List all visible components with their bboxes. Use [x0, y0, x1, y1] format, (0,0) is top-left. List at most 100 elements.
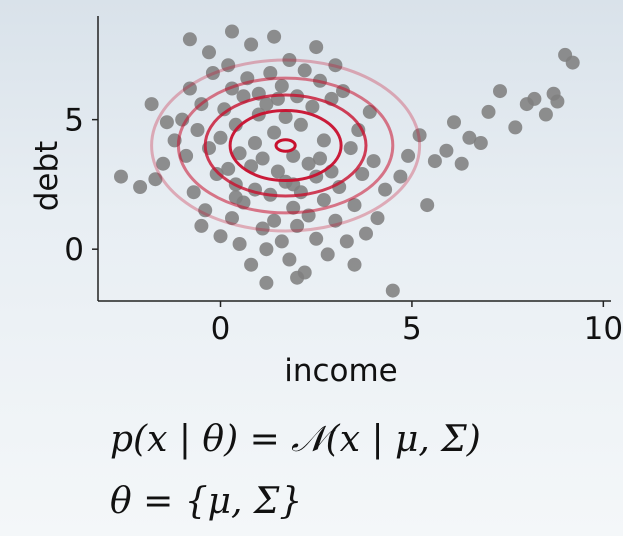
data-point — [259, 275, 274, 290]
data-point — [244, 257, 259, 272]
axes: 0 5 10 0 5 — [64, 16, 623, 347]
formula-likelihood: p(x | θ) = 𝒩(x | μ, Σ) — [110, 419, 481, 460]
data-point — [316, 193, 331, 207]
data-point — [190, 123, 205, 137]
density-contour — [228, 109, 343, 182]
data-point — [290, 218, 305, 233]
data-point — [267, 29, 282, 44]
data-point — [182, 81, 197, 96]
data-point — [347, 257, 362, 272]
data-point — [347, 198, 362, 213]
data-point — [447, 115, 461, 130]
data-point — [221, 58, 236, 73]
data-point — [385, 283, 400, 298]
data-point — [213, 130, 228, 145]
data-point — [328, 58, 343, 73]
data-point — [420, 198, 435, 213]
data-point — [182, 32, 197, 47]
data-point — [267, 213, 282, 228]
data-point — [133, 180, 148, 194]
data-point — [393, 169, 408, 184]
data-point — [320, 247, 335, 262]
y-tick-label: 5 — [64, 103, 84, 139]
data-point — [263, 66, 278, 80]
data-point — [305, 99, 320, 114]
data-point — [328, 213, 343, 228]
data-point — [248, 136, 262, 150]
data-point — [232, 146, 247, 161]
density-contour — [274, 138, 297, 153]
data-point — [156, 156, 171, 171]
data-point — [228, 117, 243, 132]
data-point — [255, 221, 270, 236]
data-point — [508, 120, 523, 135]
data-point — [278, 110, 293, 124]
data-point — [194, 218, 209, 233]
data-point — [297, 63, 312, 78]
data-point — [114, 169, 128, 184]
y-axis-label: debt — [29, 141, 65, 212]
data-point — [493, 84, 507, 99]
data-point — [198, 203, 213, 218]
data-point — [439, 143, 454, 158]
formula-parameters: θ = {μ, Σ} — [110, 481, 303, 522]
x-tick-label: 10 — [584, 311, 623, 347]
data-point — [339, 234, 354, 249]
x-axis-label: income — [284, 353, 398, 389]
data-point — [274, 79, 289, 93]
data-point — [209, 167, 224, 181]
data-point — [355, 167, 370, 181]
data-point — [473, 136, 488, 150]
data-point — [255, 151, 270, 166]
x-tick-label: 0 — [211, 311, 231, 347]
data-point — [179, 148, 194, 163]
data-point — [282, 53, 297, 67]
data-point — [232, 237, 247, 251]
data-point — [454, 156, 469, 171]
data-point — [186, 185, 201, 200]
x-tick-label: 5 — [402, 311, 422, 347]
data-point — [538, 107, 553, 122]
data-point — [205, 66, 220, 80]
data-point — [202, 45, 216, 60]
data-point — [217, 102, 232, 117]
data-point — [412, 128, 427, 143]
density-contour — [176, 76, 395, 215]
data-point — [370, 211, 385, 226]
plot-area — [114, 24, 580, 298]
data-point — [225, 211, 239, 226]
data-point — [290, 270, 305, 285]
data-point — [427, 154, 442, 169]
data-point — [301, 156, 316, 171]
data-point — [270, 164, 285, 179]
data-point — [286, 148, 301, 163]
data-point — [309, 231, 324, 246]
data-point — [282, 252, 297, 267]
data-point — [213, 229, 228, 244]
data-point — [309, 40, 324, 55]
data-point — [221, 161, 236, 176]
data-point — [267, 125, 282, 140]
data-point — [148, 172, 163, 187]
data-point — [481, 104, 496, 119]
data-point — [462, 130, 477, 145]
data-point — [159, 115, 174, 130]
data-point — [225, 24, 239, 39]
data-point — [565, 55, 580, 70]
data-point — [259, 97, 274, 112]
data-point — [401, 148, 416, 163]
data-point — [343, 141, 358, 156]
data-point — [259, 242, 274, 257]
data-point — [316, 133, 331, 148]
data-point — [274, 234, 289, 249]
data-point — [144, 97, 159, 112]
data-point — [366, 154, 381, 169]
data-point — [527, 91, 542, 106]
density-contour — [203, 93, 368, 198]
data-point — [359, 226, 373, 241]
y-tick-label: 0 — [64, 232, 84, 268]
data-point — [228, 190, 243, 205]
data-point — [378, 182, 393, 197]
data-point — [550, 94, 565, 109]
